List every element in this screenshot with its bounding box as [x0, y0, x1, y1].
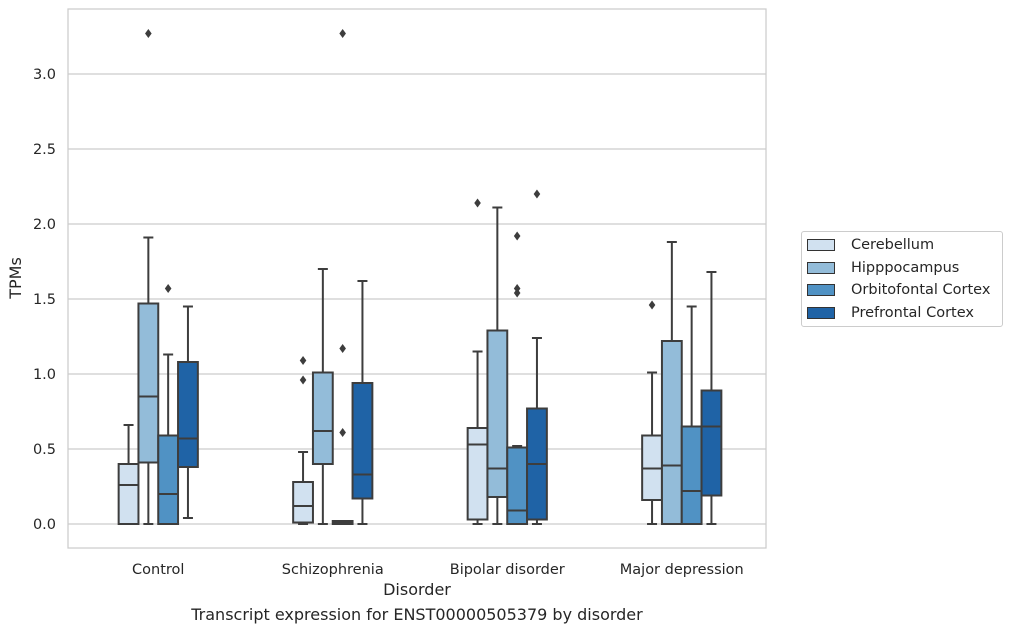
outlier-point — [339, 344, 346, 353]
box-0-0 — [117, 424, 140, 525]
box-iqr — [680, 425, 703, 525]
y-tick-label: 0.0 — [33, 517, 56, 533]
legend-item: Prefrontal Cortex — [807, 303, 974, 323]
outlier-point — [299, 356, 307, 365]
outlier-point — [513, 284, 521, 293]
box-iqr — [311, 371, 334, 465]
x-tick-label: Schizophrenia — [282, 562, 384, 578]
x-axis-label: Disorder — [383, 580, 451, 599]
legend-item: Orbitofontal Cortex — [807, 280, 990, 300]
boxes — [117, 29, 723, 525]
legend-label: Orbitofontal Cortex — [851, 282, 991, 298]
box-2-0 — [157, 284, 180, 525]
box-1-1 — [311, 268, 334, 525]
y-tick-label: 3.0 — [33, 67, 56, 83]
y-tick-label: 1.0 — [33, 367, 56, 383]
box-iqr — [351, 382, 374, 500]
box-0-2 — [466, 198, 489, 525]
y-tick-label: 1.5 — [33, 292, 56, 308]
box-1-2 — [486, 206, 509, 525]
box-iqr — [117, 463, 140, 525]
outlier-point — [339, 29, 346, 38]
box-0-3 — [641, 300, 663, 525]
y-tick-label: 2.5 — [33, 142, 56, 158]
box-3-3 — [700, 271, 723, 525]
outlier-point — [299, 375, 307, 385]
box-2-1 — [331, 29, 354, 525]
box-iqr — [157, 434, 180, 525]
legend-label: Hipppocampus — [851, 259, 960, 276]
box-iqr — [700, 389, 723, 497]
box-3-0 — [177, 305, 199, 519]
x-tick-label: Major depression — [620, 562, 744, 578]
box-3-2 — [526, 189, 548, 525]
x-tick-label: Control — [132, 562, 184, 578]
outlier-point — [145, 29, 152, 38]
legend: Cerebellum Hipppocampus Orbitofontal Corte… — [801, 231, 1003, 327]
box-iqr — [486, 329, 509, 498]
box-3-1 — [351, 280, 374, 525]
box-iqr — [660, 340, 683, 525]
x-tick-labels: Control Schizophrenia Bipolar disorder Majo… — [132, 562, 744, 578]
box-iqr — [466, 427, 489, 521]
box-1-0 — [137, 29, 160, 525]
legend-swatch — [807, 261, 835, 274]
outlier-point — [339, 428, 346, 437]
outlier-point — [648, 300, 656, 310]
box-iqr — [137, 302, 160, 464]
box-2-3 — [680, 305, 703, 525]
outlier-point — [164, 284, 172, 293]
legend-label: Cerebellum — [851, 237, 935, 253]
box-iqr — [292, 481, 314, 524]
x-tick-label: Bipolar disorder — [450, 562, 565, 578]
legend-swatch — [807, 284, 835, 296]
legend-label: Prefrontal Cortex — [851, 304, 974, 321]
chart-caption: Transcript expression for ENST0000050537… — [191, 605, 643, 624]
box-2-2 — [506, 231, 529, 525]
box-1-3 — [660, 241, 683, 525]
legend-item: Cerebellum — [807, 235, 934, 255]
outlier-point — [533, 189, 541, 199]
legend-swatch — [807, 239, 835, 251]
plot-frame — [67, 8, 767, 549]
box-0-1 — [292, 356, 314, 525]
y-tick-labels: 0.0 0.5 1.0 1.5 2.0 2.5 3.0 — [33, 67, 56, 533]
outlier-point — [474, 198, 481, 208]
y-axis-label: TPMs — [6, 257, 25, 300]
y-tick-label: 2.0 — [33, 217, 56, 233]
legend-swatch — [807, 306, 835, 319]
box-iqr — [177, 361, 199, 468]
outlier-point — [513, 231, 521, 241]
box-iqr — [506, 446, 529, 525]
y-tick-label: 0.5 — [33, 442, 56, 458]
legend-item: Hipppocampus — [807, 258, 959, 278]
